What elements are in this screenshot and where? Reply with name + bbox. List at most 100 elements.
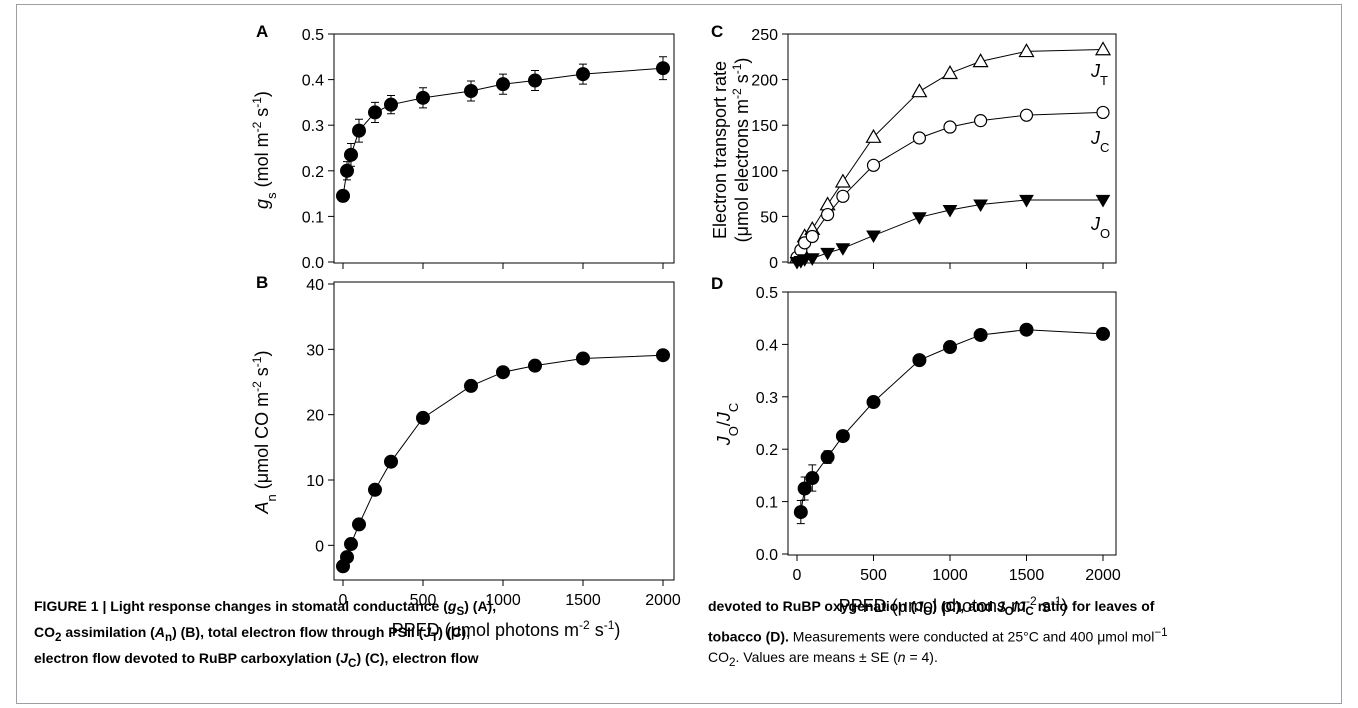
panel-C-point-JC <box>973 114 988 128</box>
panel-C-point-JC <box>1019 108 1034 122</box>
panel-C-point-JT <box>834 173 851 188</box>
panel-A-point <box>344 147 358 162</box>
caption-figure-label: FIGURE 1 | <box>34 598 111 614</box>
panel-B-point <box>340 550 354 565</box>
series-label-JC: JC <box>1090 128 1109 155</box>
panel-C-point-JC <box>836 189 850 203</box>
panel-A-plot: 0.0 0.1 0.2 0.3 0.4 0.5 <box>302 27 670 272</box>
panel-D-ytick-label: 0.5 <box>756 285 778 302</box>
panel-A-point <box>340 163 354 178</box>
panel-letter-D: D <box>711 274 723 293</box>
panel-C-ytick-label: 200 <box>751 73 778 90</box>
panel-C-point-JO <box>820 247 835 261</box>
panel-B-point <box>528 358 542 373</box>
panel-D-point <box>1096 326 1110 341</box>
x-axis-label-right: PPFD (μmol photons m-2 s-1) <box>839 594 1068 616</box>
panel-C-ylabel-line1: Electron transport rate <box>710 61 730 239</box>
panel-D-xtick-label: 500 <box>860 567 887 584</box>
panel-C-series-line-JT <box>796 49 1104 258</box>
panel-C-ytick-label: 250 <box>751 27 778 44</box>
series-label-JO: JO <box>1090 214 1110 241</box>
panel-A-ytick-label: 0.1 <box>302 209 324 226</box>
panel-A-point <box>576 67 590 82</box>
panel-D-point <box>943 340 957 355</box>
panel-B-ytick-label: 40 <box>306 277 324 294</box>
panel-B-xtick-label: 0 <box>339 592 348 609</box>
panel-D-point <box>866 395 881 410</box>
panel-letter-B: B <box>256 273 268 292</box>
panel-C-point-JC <box>866 158 881 172</box>
panel-D-point <box>793 505 808 520</box>
panel-A-point <box>416 90 430 105</box>
panel-D-xtick-label: 0 <box>793 567 802 584</box>
figure-caption-left: FIGURE 1 | Light response changes in sto… <box>34 598 497 670</box>
panel-B-point <box>496 365 510 380</box>
panel-A-ylabel: gs (mol m-2 s-1) <box>250 91 279 209</box>
panel-D-xtick-label: 1000 <box>932 567 968 584</box>
panel-C-ytick-label: 100 <box>751 164 778 181</box>
panel-A-ytick-label: 0.2 <box>302 164 324 181</box>
panel-B-point <box>416 410 430 425</box>
panel-B-frame <box>333 281 675 581</box>
panel-letter-C: C <box>711 22 723 41</box>
figure-frame <box>16 4 1342 704</box>
panel-B-point <box>464 378 478 393</box>
panel-C-point-JO <box>835 243 851 256</box>
panel-C-ytick-label: 0 <box>769 255 778 272</box>
panel-C-ylabel-line2: (μmol electrons m-2 s-1) <box>730 58 752 243</box>
panel-B-xtick-label: 2000 <box>645 592 681 609</box>
panel-A-point <box>336 188 350 203</box>
panel-A-point <box>656 61 670 76</box>
panel-D-xtick-label: 2000 <box>1085 567 1121 584</box>
series-label-JT: JT <box>1090 61 1108 88</box>
panel-C-point-JO <box>973 199 988 213</box>
panel-D-point <box>1019 322 1034 337</box>
panel-letter-A: A <box>256 22 268 41</box>
panel-C-point-JC <box>912 131 927 145</box>
panel-D-frame <box>787 291 1117 556</box>
panel-C-point-JT <box>972 53 989 68</box>
panel-A-ytick-label: 0.4 <box>302 73 324 90</box>
panel-A-ytick-label: 0.5 <box>302 27 324 44</box>
panel-B-point <box>384 454 398 469</box>
panel-C-point-JO <box>1019 194 1034 208</box>
panel-C-ytick-label: 150 <box>751 118 778 135</box>
panel-C-point-JT <box>911 83 928 98</box>
x-axis-label-left: PPFD (μmol photons m-2 s-1) <box>392 618 621 640</box>
panel-D-ytick-label: 0.1 <box>756 495 778 512</box>
panel-A-frame <box>333 33 675 264</box>
panel-A-point <box>384 97 398 112</box>
panel-C-point-JC <box>943 120 957 134</box>
panel-D-plot: 0.0 0.1 0.2 0.3 0.4 0.5 0 500 1000 1500 2000 <box>756 285 1121 584</box>
panel-B-point <box>576 351 590 366</box>
panel-C-point-JO <box>866 230 881 244</box>
panel-B-ylabel: An (μmol CO m-2 s-1) <box>250 351 279 515</box>
panel-B-point <box>368 482 382 497</box>
panel-C-point-JC <box>805 229 819 244</box>
panel-D-ytick-label: 0.3 <box>756 390 778 407</box>
panel-D-series-line <box>800 329 1104 513</box>
panel-D-point <box>912 353 927 368</box>
panel-A-point <box>368 105 382 120</box>
panel-B-xtick-label: 1000 <box>485 592 521 609</box>
panel-D-point <box>797 481 812 496</box>
panel-D-ytick-label: 0.0 <box>756 547 778 564</box>
panel-A-point <box>464 84 478 98</box>
panel-B-xtick-label: 1500 <box>565 592 601 609</box>
panel-B-ytick-label: 10 <box>306 473 324 490</box>
panel-B-plot: 0 10 20 30 40 0 500 1000 1500 2000 <box>306 277 681 609</box>
panel-A-point <box>496 77 510 92</box>
panel-C-point-JT <box>1094 41 1112 56</box>
panel-C-point-JC <box>1096 105 1110 120</box>
panel-B-point <box>352 517 366 532</box>
figure-caption-right: devoted to RuBP oxygenation (JO) (C), an… <box>708 598 1168 670</box>
panel-D-point <box>973 327 988 342</box>
panel-B-ytick-label: 30 <box>306 342 324 359</box>
panel-D-point <box>835 429 850 444</box>
panel-A-point <box>352 123 366 138</box>
panel-C-point-JO <box>912 212 927 225</box>
panel-A-ytick-label: 0.3 <box>302 118 324 135</box>
panel-C-point-JC <box>820 207 835 222</box>
panel-D-point <box>820 450 835 465</box>
